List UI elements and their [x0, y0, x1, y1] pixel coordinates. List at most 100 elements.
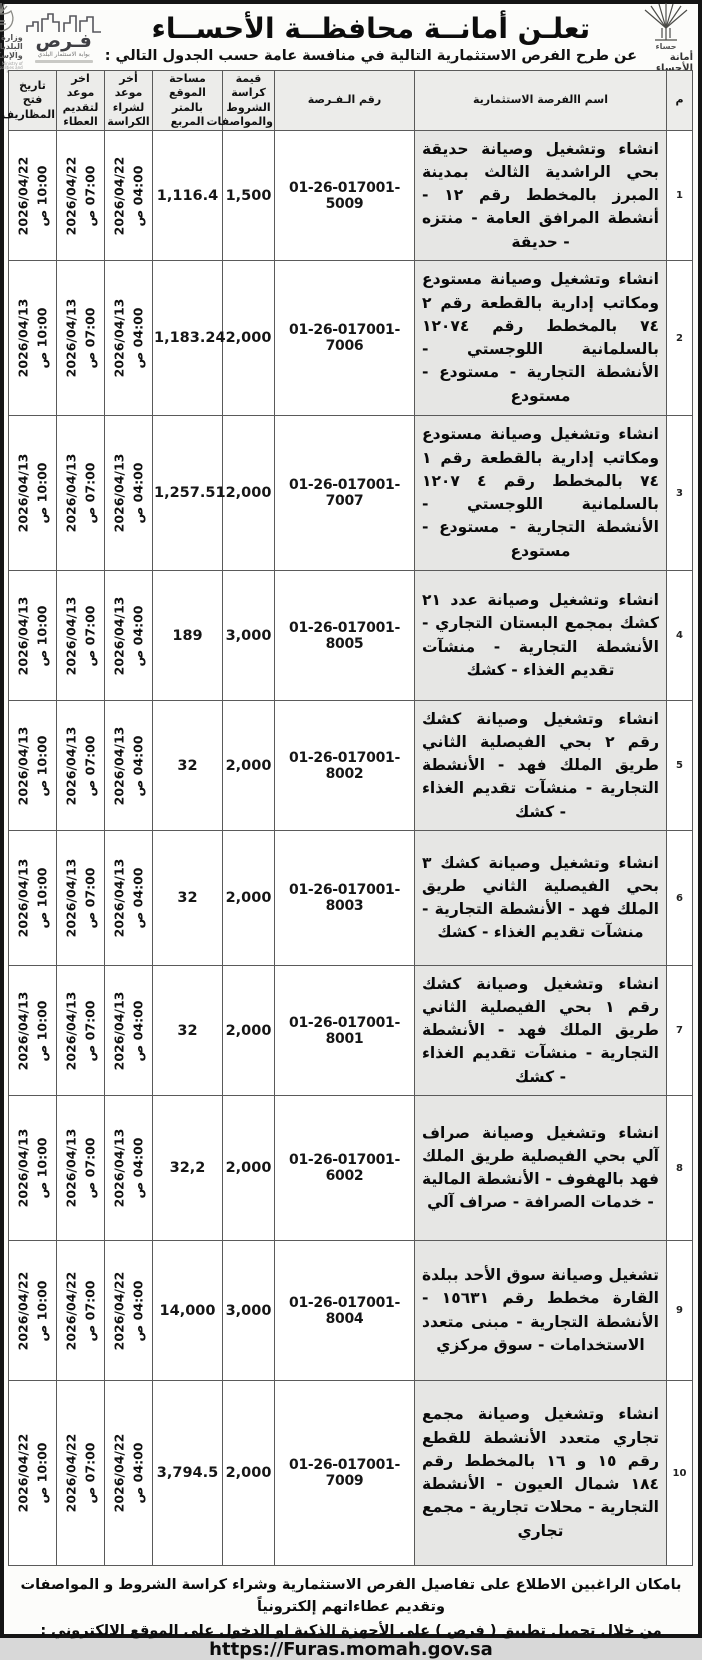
palm-tree-icon	[639, 2, 693, 42]
cell-opportunity-name: انشاء وتشغيل وصيانة مستودع ومكاتب إدارية…	[414, 415, 667, 572]
table-row: 6 انشاء وتشغيل وصيانة كشك ٣ بحي الفيصلية…	[8, 830, 693, 967]
city-skyline-icon	[25, 12, 103, 33]
table-row: 4 انشاء وتشغيل وصيانة عدد ٢١ كشك بمجمع ا…	[8, 570, 693, 702]
time-line: 04:00 ص	[130, 462, 146, 524]
time-line: 07:00 ص	[82, 867, 98, 929]
time-line: 07:00 ص	[82, 307, 98, 369]
time-line: 04:00 ص	[130, 307, 146, 369]
cell-booklet-value: 1,500	[222, 130, 275, 262]
cell-serial: 7	[666, 965, 693, 1097]
cell-bid-deadline: 2026/04/22 07:00 ص	[56, 1380, 105, 1567]
cell-area: 14,000	[152, 1240, 223, 1382]
table-row: 3 انشاء وتشغيل وصيانة مستودع ومكاتب إدار…	[8, 415, 693, 572]
cell-buy-deadline: 2026/04/13 04:00 ص	[104, 260, 153, 417]
rotated-date: 2026/04/13 10:00 ص	[13, 596, 52, 675]
cell-open-date: 2026/04/13 10:00 ص	[8, 965, 57, 1097]
date-line: 2026/04/13	[111, 596, 127, 676]
rotated-date: 2026/04/13 07:00 ص	[61, 299, 100, 378]
cell-serial: 4	[666, 570, 693, 702]
cell-buy-deadline: 2026/04/13 04:00 ص	[104, 415, 153, 572]
furas-logo: فـرص بوابة الاستثمار البلدي	[25, 12, 103, 64]
cell-booklet-value: 2,000	[222, 965, 275, 1097]
rotated-date: 2026/04/13 04:00 ص	[109, 1129, 148, 1208]
cell-open-date: 2026/04/22 10:00 ص	[8, 130, 57, 262]
date-line: 2026/04/13	[15, 1128, 31, 1208]
time-line: 07:00 ص	[82, 735, 98, 797]
date-line: 2026/04/13	[111, 726, 127, 806]
cell-booklet-value: 3,000	[222, 1240, 275, 1382]
cell-buy-deadline: 2026/04/13 04:00 ص	[104, 700, 153, 832]
cell-opportunity-number: 01-26-017001-8005	[274, 570, 415, 702]
date-line: 2026/04/22	[63, 1271, 79, 1351]
cell-serial: 8	[666, 1095, 693, 1242]
footer-note: بامكان الراغبين الاطلاع على تفاصيل الفرص…	[9, 1575, 693, 1660]
cell-buy-deadline: 2026/04/22 04:00 ص	[104, 1240, 153, 1382]
ahsa-logo-mark: حساء	[655, 41, 677, 51]
rotated-date: 2026/04/22 10:00 ص	[13, 156, 52, 235]
cell-serial: 5	[666, 700, 693, 832]
cell-area: 1,116.4	[152, 130, 223, 262]
table-row: 5 انشاء وتشغيل وصيانة كشك رقم ٢ بحي الفي…	[8, 700, 693, 832]
cell-bid-deadline: 2026/04/13 07:00 ص	[56, 415, 105, 572]
cell-booklet-value: 3,000	[222, 570, 275, 702]
cell-booklet-value: 2,000	[222, 830, 275, 967]
date-line: 2026/04/13	[111, 298, 127, 378]
cell-area: 32,2	[152, 1095, 223, 1242]
rotated-date: 2026/04/13 10:00 ص	[13, 454, 52, 533]
cell-open-date: 2026/04/22 10:00 ص	[8, 1240, 57, 1382]
rotated-date: 2026/04/22 04:00 ص	[109, 1434, 148, 1513]
cell-opportunity-name: انشاء وتشغيل وصيانة مستودع ومكاتب إدارية…	[414, 260, 667, 417]
rotated-date: 2026/04/13 10:00 ص	[13, 299, 52, 378]
cell-opportunity-name: انشاء وتشغيل وصيانة حديقة بحي الراشدية ا…	[414, 130, 667, 262]
footer-line2: من خلال تحميل تطبيق ( فرص ) على الأجهزة …	[9, 1623, 693, 1660]
rotated-date: 2026/04/22 07:00 ص	[61, 1434, 100, 1513]
cell-serial: 3	[666, 415, 693, 572]
announcement-titles: تعلـن أمانــة محافظــة الأحســاء عن طرح …	[105, 12, 637, 64]
table-header-row: م اسم االفرصة الاستثمارية رقم الـفـرصة ق…	[1, 69, 693, 132]
col-opportunity-name: اسم االفرصة الاستثمارية	[414, 69, 667, 132]
col-buy-deadline: أخر موعد لشراء الكراسة	[104, 69, 153, 132]
cell-opportunity-number: 01-26-017001-7009	[274, 1380, 415, 1567]
cell-opportunity-name: انشاء وتشغيل وصيانة صراف آلي بحي الفيصلي…	[414, 1095, 667, 1242]
time-line: 07:00 ص	[82, 462, 98, 524]
cell-serial: 10	[666, 1380, 693, 1567]
rotated-date: 2026/04/22 10:00 ص	[13, 1271, 52, 1350]
date-line: 2026/04/13	[63, 1128, 79, 1208]
rotated-date: 2026/04/13 04:00 ص	[109, 726, 148, 805]
cell-open-date: 2026/04/13 10:00 ص	[8, 415, 57, 572]
time-line: 07:00 ص	[82, 1000, 98, 1062]
cell-bid-deadline: 2026/04/13 07:00 ص	[56, 965, 105, 1097]
furas-caption: بوابة الاستثمار البلدي	[37, 50, 90, 58]
cell-booklet-value: 2,000	[222, 700, 275, 832]
cell-booklet-value: 2,000	[222, 1380, 275, 1567]
footer-line1: بامكان الراغبين الاطلاع على تفاصيل الفرص…	[20, 1577, 682, 1615]
cell-bid-deadline: 2026/04/13 07:00 ص	[56, 570, 105, 702]
cell-buy-deadline: 2026/04/13 04:00 ص	[104, 1095, 153, 1242]
rotated-date: 2026/04/22 07:00 ص	[61, 1271, 100, 1350]
cell-booklet-value: 2,000	[222, 415, 275, 572]
masthead: حساء أمانة الأحساء تعلـن أمانــة محافظــ…	[0, 2, 693, 74]
time-line: 10:00 ص	[34, 867, 50, 929]
table-row: 9 تشغيل وصيانة سوق الأحد ببلدة القارة مخ…	[8, 1240, 693, 1382]
time-line: 04:00 ص	[130, 1442, 146, 1504]
rotated-date: 2026/04/13 10:00 ص	[13, 726, 52, 805]
date-line: 2026/04/13	[63, 858, 79, 938]
cell-area: 189	[152, 570, 223, 702]
col-site-area: مساحة الموقع بالمتر المربع	[152, 69, 223, 132]
furas-url-link[interactable]: https://Furas.momah.gov.sa	[209, 1638, 493, 1660]
cell-open-date: 2026/04/13 10:00 ص	[8, 1095, 57, 1242]
page-subtitle: عن طرح الفرص الاستثمارية التالية في مناف…	[104, 48, 637, 64]
cell-opportunity-name: انشاء وتشغيل وصيانة كشك ٣ بحي الفيصلية ا…	[414, 830, 667, 967]
cell-open-date: 2026/04/13 10:00 ص	[8, 830, 57, 967]
date-line: 2026/04/13	[111, 991, 127, 1071]
cell-serial: 9	[666, 1240, 693, 1382]
cell-opportunity-number: 01-26-017001-8003	[274, 830, 415, 967]
time-line: 10:00 ص	[34, 605, 50, 667]
date-line: 2026/04/13	[111, 858, 127, 938]
date-line: 2026/04/13	[63, 991, 79, 1071]
date-line: 2026/04/13	[63, 726, 79, 806]
cell-opportunity-name: انشاء وتشغيل وصيانة كشك رقم ١ بحي الفيصل…	[414, 965, 667, 1097]
cell-bid-deadline: 2026/04/13 07:00 ص	[56, 260, 105, 417]
furas-wordmark: فـرص	[35, 29, 92, 52]
ministry-emblem-icon	[0, 1, 23, 33]
